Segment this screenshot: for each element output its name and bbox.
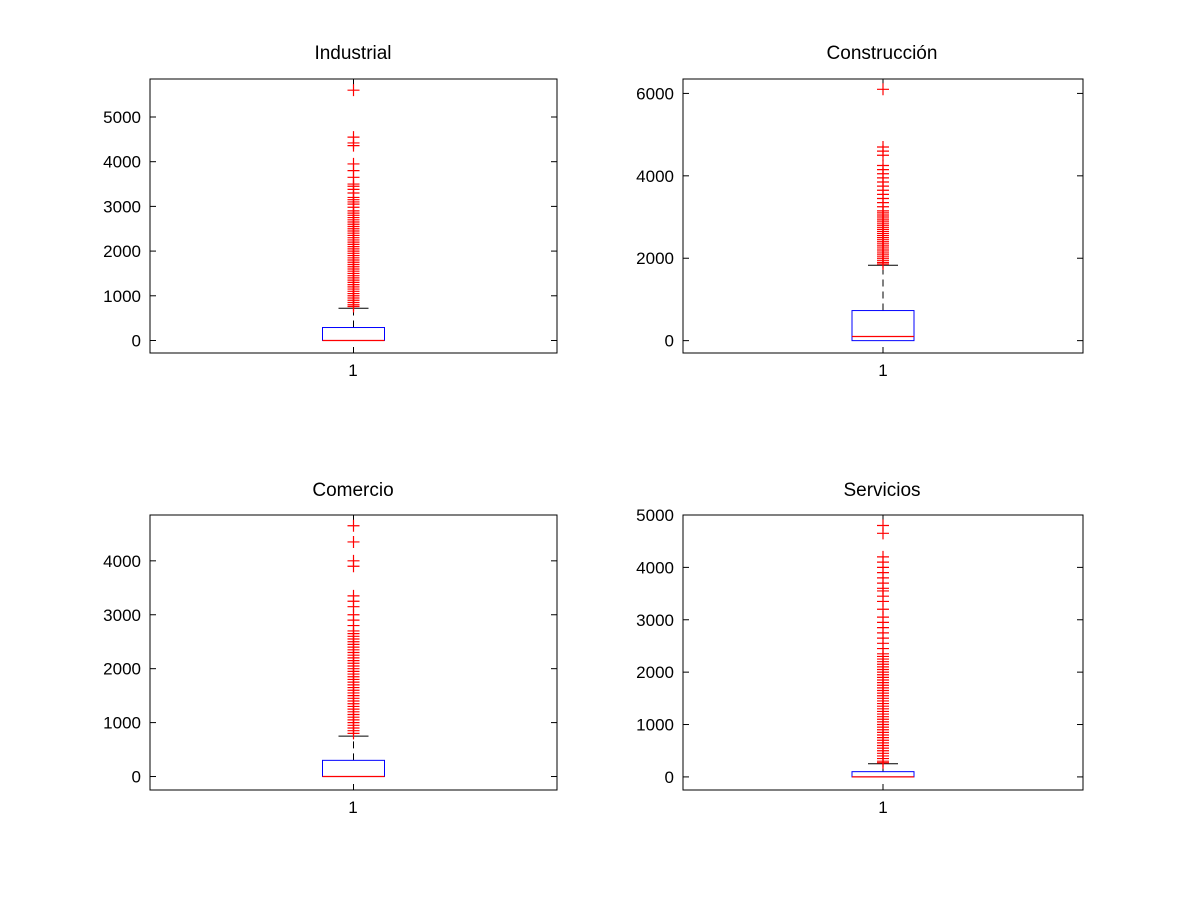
y-tick-label: 3000 [103,606,141,625]
outlier-marker [347,139,360,152]
iqr-box [851,771,915,778]
x-tick-label: 1 [348,798,357,817]
y-tick-label: 2000 [103,242,141,261]
boxplot-servicios: Servicios 0 1000 2000 3000 4000 5000 1 [636,480,1084,817]
axes-frame [682,78,1084,354]
outlier-marker [347,535,360,548]
axes-frame [682,514,1084,791]
subplot-comercio: Comercio 0 1000 2000 3000 4000 1 [80,472,570,832]
chart-title: Construcción [827,43,938,64]
x-tick-label: 1 [878,361,887,380]
y-tick-label: 0 [665,768,674,787]
subplot-construccion: Construcción 0 2000 4000 6000 1 [610,35,1100,395]
chart-title: Comercio [312,480,393,501]
axes-frame [149,514,558,791]
y-tick-label: 6000 [636,84,674,103]
outlier-marker [347,300,360,313]
y-tick-label: 3000 [636,611,674,630]
x-tick-label: 1 [348,361,357,380]
y-tick-label: 0 [665,332,674,351]
outlier-marker [877,258,889,271]
plot-area: 0 1000 2000 3000 4000 5000 [636,506,1083,790]
y-tick-label: 2000 [636,663,674,682]
y-tick-label: 4000 [103,153,141,172]
y-tick-label: 2000 [636,249,674,268]
plot-area: 0 1000 2000 3000 4000 [103,515,557,790]
y-tick-label: 0 [132,768,141,787]
y-tick-label: 5000 [636,506,674,525]
y-tick-label: 2000 [103,660,141,679]
subplot-servicios: Servicios 0 1000 2000 3000 4000 5000 1 [610,472,1100,832]
y-tick-label: 0 [132,331,141,350]
chart-title: Servicios [843,480,920,501]
y-tick-label: 1000 [103,287,141,306]
x-tick-label: 1 [878,798,887,817]
outlier-marker [347,560,360,573]
plot-area: 0 2000 4000 6000 [636,79,1083,353]
outlier-marker [347,519,360,532]
boxplot-industrial: Industrial 0 1000 2000 3000 4000 5000 1 [103,43,558,380]
iqr-box [322,327,385,341]
iqr-box [851,310,915,342]
outlier-marker [347,84,360,97]
plot-area: 0 1000 2000 3000 4000 5000 [103,79,557,353]
y-tick-label: 1000 [636,716,674,735]
outlier-marker [877,83,889,96]
iqr-box [322,759,385,778]
outlier-marker [877,149,889,162]
y-tick-label: 4000 [636,167,674,186]
axes-frame [149,78,558,354]
chart-title: Industrial [314,43,391,64]
boxplot-comercio: Comercio 0 1000 2000 3000 4000 1 [103,480,558,817]
subplot-industrial: Industrial 0 1000 2000 3000 4000 5000 1 [80,35,570,395]
y-tick-label: 5000 [103,108,141,127]
y-tick-label: 1000 [103,714,141,733]
boxplot-construccion: Construcción 0 2000 4000 6000 1 [636,43,1084,380]
y-tick-label: 3000 [103,197,141,216]
outlier-marker [347,727,360,740]
y-tick-label: 4000 [636,558,674,577]
outlier-marker [877,527,889,540]
outlier-marker [877,756,889,769]
y-tick-label: 4000 [103,552,141,571]
